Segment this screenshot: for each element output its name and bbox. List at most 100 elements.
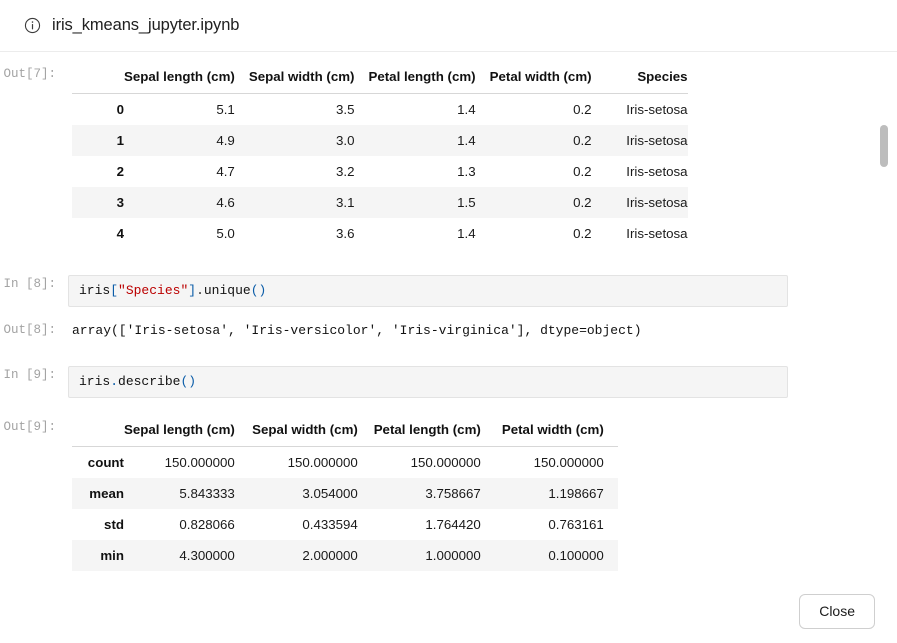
table-row: mean 5.843333 3.054000 3.758667 1.198667	[72, 478, 618, 509]
cell-output-out-7: Sepal length (cm) Sepal width (cm) Petal…	[68, 65, 862, 249]
notebook-cell-out-9: Out[9]: Sepal length (cm) Sepal width (c…	[0, 418, 862, 580]
notebook-content: Out[7]: Sepal length (cm) Sepal width (c…	[0, 52, 862, 580]
cell-petal-length: 1.600000	[372, 571, 495, 580]
dataframe-head-thead: Sepal length (cm) Sepal width (cm) Petal…	[72, 65, 688, 94]
code-token-string: "Species"	[118, 283, 189, 298]
cell-input-body-9: iris.describe()	[68, 366, 862, 398]
code-editor-in-9[interactable]: iris.describe()	[68, 366, 788, 398]
cell-petal-length: 150.000000	[410, 455, 481, 470]
dataframe-describe-thead: Sepal length (cm) Sepal width (cm) Petal…	[72, 418, 618, 447]
cell-sepal-length: 5.843333	[179, 486, 235, 501]
notebook-cell-in-9: In [9]: iris.describe()	[0, 366, 862, 398]
table-row: std 0.828066 0.433594 1.764420 0.763161	[72, 509, 618, 540]
cell-petal-width: 0.2	[573, 133, 592, 148]
row-index: min	[72, 540, 124, 571]
code-token-name: iris	[79, 283, 111, 298]
cell-petal-width: 0.2	[573, 195, 592, 210]
row-index: 0	[116, 102, 124, 117]
table-row: 3 4.6 3.1 1.5 0.2 Iris-setosa	[72, 187, 688, 218]
cell-sepal-width: 2.000000	[302, 548, 358, 563]
notebook-cell-out-8: Out[8]: array(['Iris-setosa', 'Iris-vers…	[0, 321, 862, 340]
cell-sepal-length: 150.000000	[164, 455, 235, 470]
code-token-parens: ()	[180, 374, 197, 389]
vertical-scrollbar-track[interactable]	[879, 52, 889, 580]
row-index: 3	[72, 187, 124, 218]
cell-sepal-width: 3.0	[335, 133, 355, 148]
column-header-petal-width: Petal width (cm)	[489, 65, 606, 94]
cell-sepal-length: 5.100000	[124, 571, 249, 580]
dataframe-describe-tbody: count 150.000000 150.000000 150.000000 1…	[72, 447, 618, 580]
column-header-sepal-width: Sepal width (cm)	[248, 418, 372, 447]
cell-output-out-8: array(['Iris-setosa', 'Iris-versicolor',…	[68, 321, 862, 340]
row-index: count	[87, 455, 124, 470]
cell-input-body-8: iris["Species"].unique()	[68, 275, 862, 307]
code-editor-in-8[interactable]: iris["Species"].unique()	[68, 275, 788, 307]
row-index: 1	[72, 125, 124, 156]
row-index: 25%	[72, 571, 124, 580]
cell-prompt-out-9: Out[9]:	[3, 420, 56, 434]
cell-prompt-in-8: In [8]:	[3, 277, 56, 291]
cell-petal-width: 1.198667	[548, 486, 604, 501]
table-row: 1 4.9 3.0 1.4 0.2 Iris-setosa	[72, 125, 688, 156]
cell-species: Iris-setosa	[626, 164, 688, 179]
table-row: min 4.300000 2.000000 1.000000 0.100000	[72, 540, 618, 571]
cell-prompt-in-9: In [9]:	[3, 368, 56, 382]
cell-petal-width: 0.2	[573, 226, 592, 241]
cell-spacer	[0, 249, 862, 275]
cell-species: Iris-setosa	[626, 195, 688, 210]
cell-sepal-length: 0.828066	[179, 517, 235, 532]
dataframe-head-table: Sepal length (cm) Sepal width (cm) Petal…	[72, 65, 688, 249]
cell-sepal-width: 150.000000	[287, 455, 358, 470]
cell-sepal-length: 5.0	[216, 226, 235, 241]
cell-prompt-out-7: Out[7]:	[3, 67, 56, 81]
cell-spacer	[0, 398, 862, 418]
row-index: 4	[116, 226, 124, 241]
page-title: iris_kmeans_jupyter.ipynb	[52, 16, 240, 34]
row-index: std	[104, 517, 124, 532]
table-header-row: Sepal length (cm) Sepal width (cm) Petal…	[72, 418, 618, 447]
column-header-petal-length: Petal length (cm)	[371, 418, 495, 447]
info-circle-icon	[24, 17, 41, 34]
cell-petal-width: 150.000000	[533, 455, 604, 470]
cell-petal-length: 3.758667	[425, 486, 481, 501]
cell-petal-width: 0.2	[573, 102, 592, 117]
cell-species: Iris-setosa	[626, 133, 688, 148]
cell-sepal-length: 4.300000	[179, 548, 235, 563]
dialog-header: iris_kmeans_jupyter.ipynb	[0, 0, 897, 52]
notebook-scroll-area[interactable]: Out[7]: Sepal length (cm) Sepal width (c…	[0, 52, 897, 580]
close-button[interactable]: Close	[799, 594, 875, 629]
column-header-index	[72, 418, 124, 447]
text-output-8: array(['Iris-setosa', 'Iris-versicolor',…	[72, 323, 642, 338]
code-token-parens: ()	[250, 283, 267, 298]
cell-petal-width: 0.2	[573, 164, 592, 179]
cell-petal-length: 1.764420	[425, 517, 481, 532]
cell-sepal-width: 3.1	[335, 195, 355, 210]
column-header-petal-length: Petal length (cm)	[368, 65, 490, 94]
code-token-dot: .	[196, 283, 204, 298]
cell-sepal-length: 5.1	[216, 102, 235, 117]
cell-petal-length: 1.4	[457, 226, 476, 241]
table-row: 2 4.7 3.2 1.3 0.2 Iris-setosa	[72, 156, 688, 187]
row-index: 2	[116, 164, 124, 179]
cell-petal-width: 0.300000	[495, 571, 618, 580]
code-token-method: unique	[203, 283, 251, 298]
dialog-footer: Close	[0, 580, 897, 643]
cell-petal-width: 0.763161	[548, 517, 604, 532]
vertical-scrollbar-thumb[interactable]	[880, 125, 888, 167]
cell-sepal-width: 3.054000	[302, 486, 358, 501]
dataframe-head-wrapper: Sepal length (cm) Sepal width (cm) Petal…	[68, 65, 862, 249]
column-header-species: Species	[605, 65, 688, 94]
cell-petal-width: 0.100000	[548, 548, 604, 563]
cell-spacer	[0, 307, 862, 321]
notebook-cell-in-8: In [8]: iris["Species"].unique()	[0, 275, 862, 307]
column-header-sepal-length: Sepal length (cm)	[124, 65, 249, 94]
cell-species: Iris-setosa	[626, 226, 688, 241]
column-header-sepal-width: Sepal width (cm)	[248, 65, 369, 94]
cell-petal-length: 1.000000	[425, 548, 481, 563]
column-header-sepal-length: Sepal length (cm)	[124, 418, 249, 447]
code-token-bracket-open: [	[110, 283, 119, 298]
table-row: 25% 5.100000 2.800000 1.600000 0.300000	[72, 571, 618, 580]
cell-petal-length: 1.5	[457, 195, 476, 210]
cell-sepal-width: 3.2	[335, 164, 355, 179]
